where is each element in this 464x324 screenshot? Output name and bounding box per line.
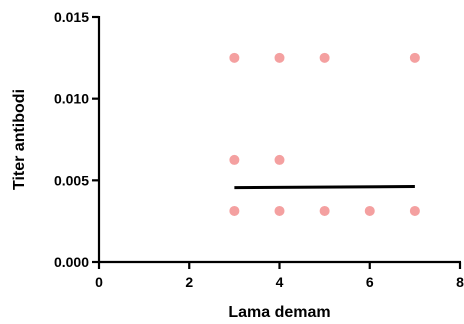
trend-line: [234, 185, 415, 190]
x-tick-label: 0: [95, 274, 103, 290]
data-point: [319, 205, 330, 216]
data-point: [229, 154, 240, 165]
data-point: [409, 205, 420, 216]
plot-marks: [229, 52, 420, 216]
x-ticks: 0 2 4 6 8: [95, 262, 464, 290]
data-point: [319, 52, 330, 63]
x-tick-label: 6: [366, 274, 374, 290]
x-tick-label: 2: [185, 274, 193, 290]
data-point: [229, 205, 240, 216]
y-tick-label: 0.000: [54, 254, 89, 270]
y-tick-label: 0.005: [54, 172, 89, 188]
data-point: [274, 205, 285, 216]
x-tick-label: 4: [276, 274, 284, 290]
x-axis-title: Lama demam: [228, 304, 330, 321]
data-point: [409, 52, 420, 63]
y-ticks: 0.000 0.005 0.010 0.015: [54, 9, 99, 270]
data-point: [229, 52, 240, 63]
data-point: [274, 52, 285, 63]
x-tick-label: 8: [456, 274, 464, 290]
data-point: [274, 154, 285, 165]
y-axis-title: Titer antibodi: [11, 89, 28, 190]
data-point: [364, 205, 375, 216]
y-tick-label: 0.010: [54, 91, 89, 107]
y-tick-label: 0.015: [54, 9, 89, 25]
